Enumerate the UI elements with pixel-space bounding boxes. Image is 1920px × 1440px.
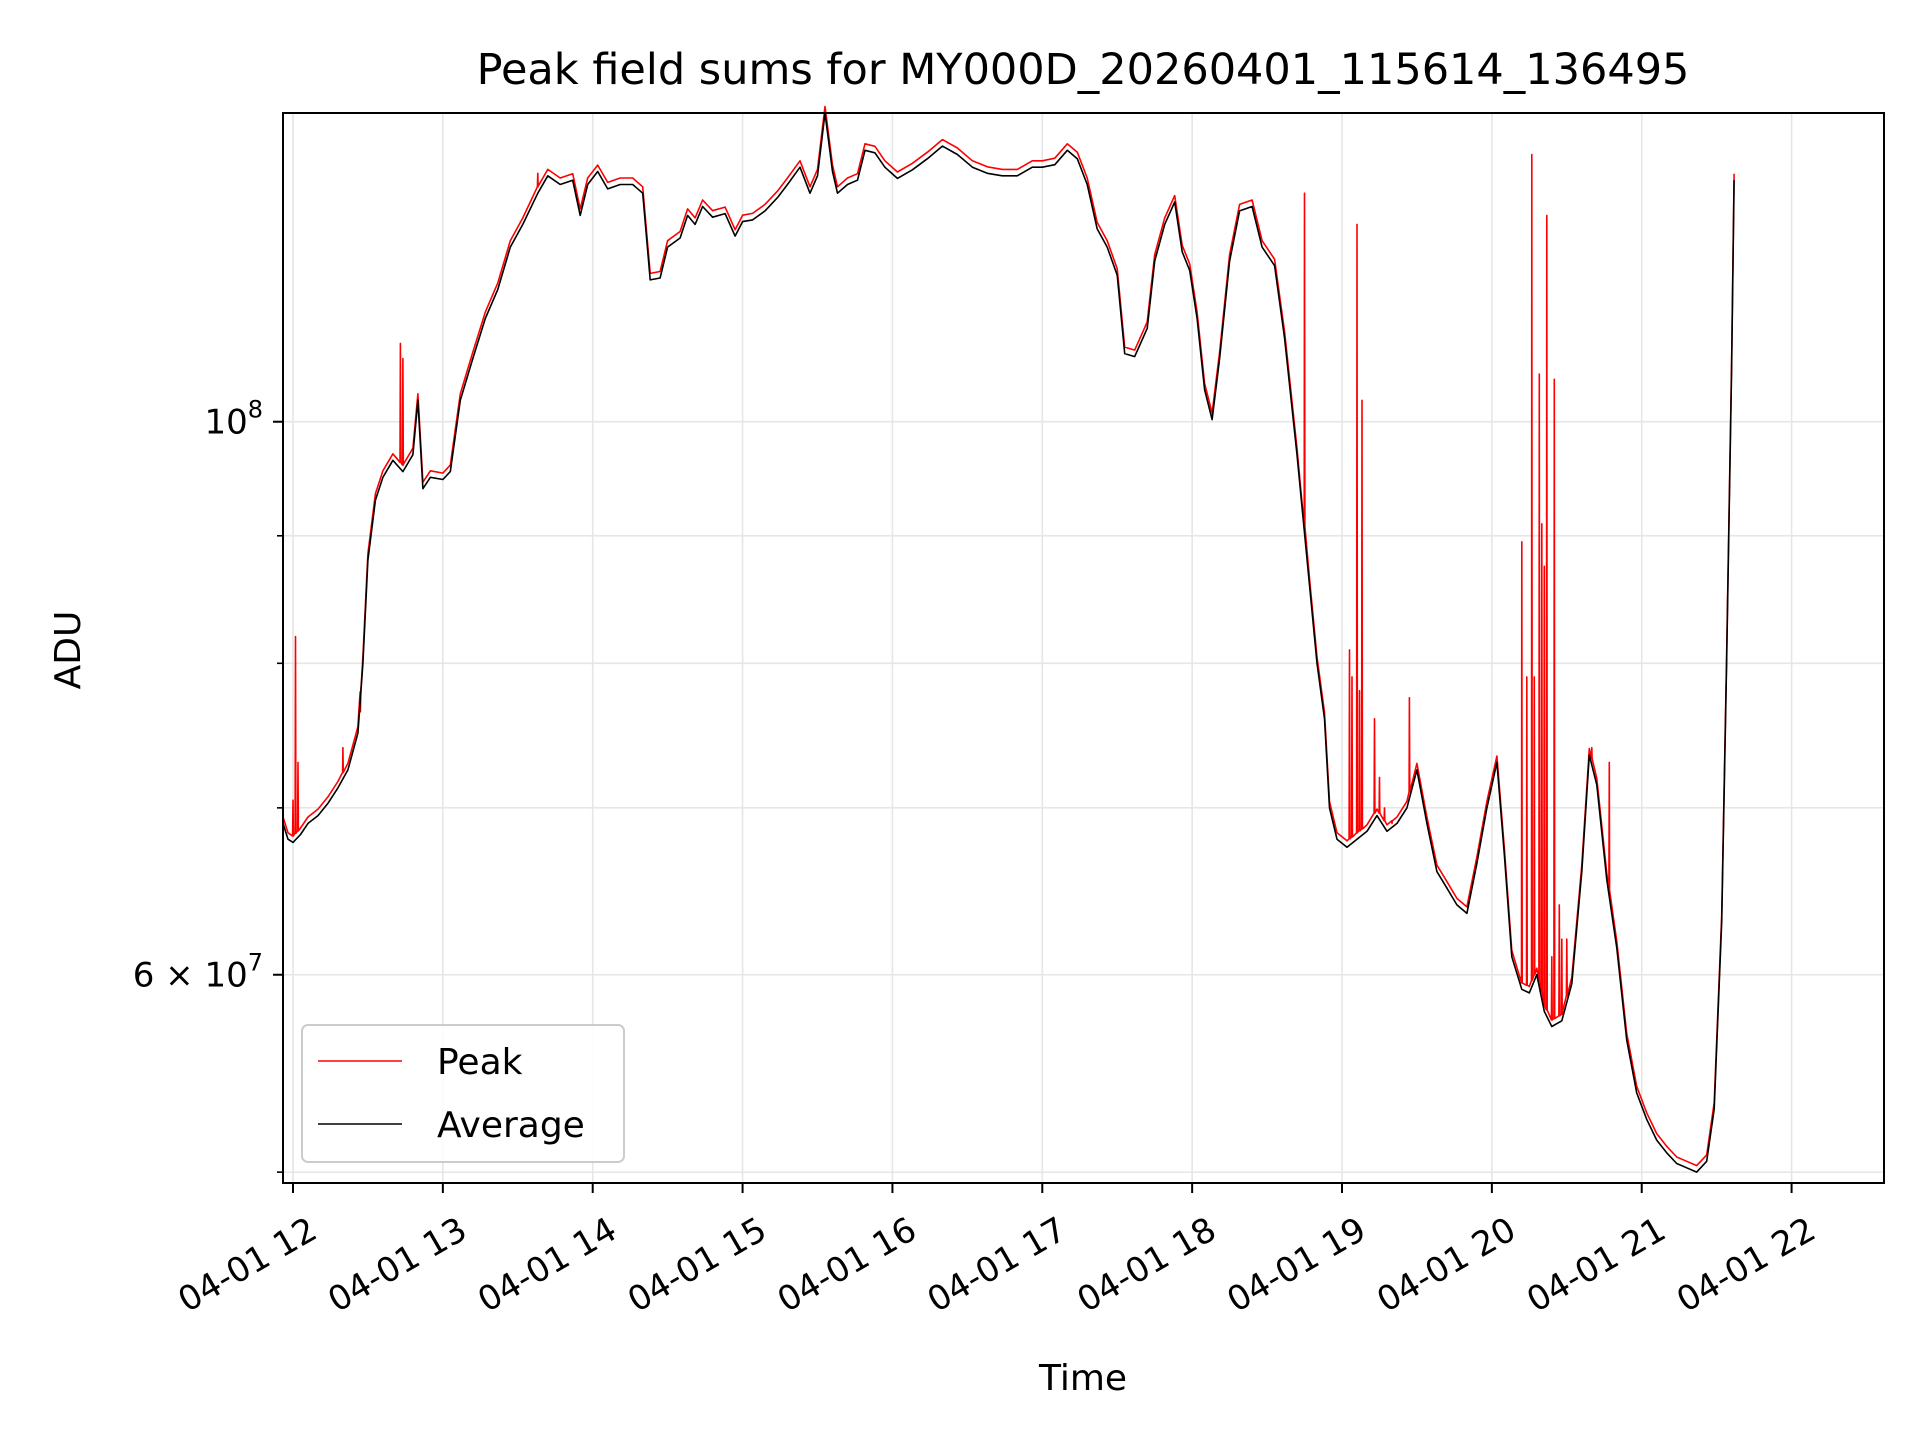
series-layer <box>282 105 1735 1173</box>
x-axis-label: Time <box>1038 1358 1127 1399</box>
legend-label-peak: Peak <box>437 1042 523 1083</box>
y-tick-label-base: 6 × 10 <box>133 956 248 996</box>
y-tick-label: 6 × 107 <box>133 949 263 996</box>
legend-box <box>301 1024 625 1163</box>
y-axis: 108 6 × 107 <box>133 396 283 1173</box>
y-tick-label-base: 10 <box>204 403 247 443</box>
chart-title: Peak field sums for MY000D_20260401_1156… <box>477 45 1690 95</box>
legend-label-average: Average <box>437 1105 585 1146</box>
y-tick-label-exponent: 7 <box>248 949 263 977</box>
plot-frame <box>282 112 1885 1184</box>
y-axis-label: ADU <box>48 611 89 690</box>
grid <box>283 113 1884 1183</box>
series-line-average <box>282 112 1735 1173</box>
y-tick-label: 108 <box>204 396 263 443</box>
y-tick-label-exponent: 8 <box>248 396 263 424</box>
legend: Peak Average <box>301 1024 625 1163</box>
